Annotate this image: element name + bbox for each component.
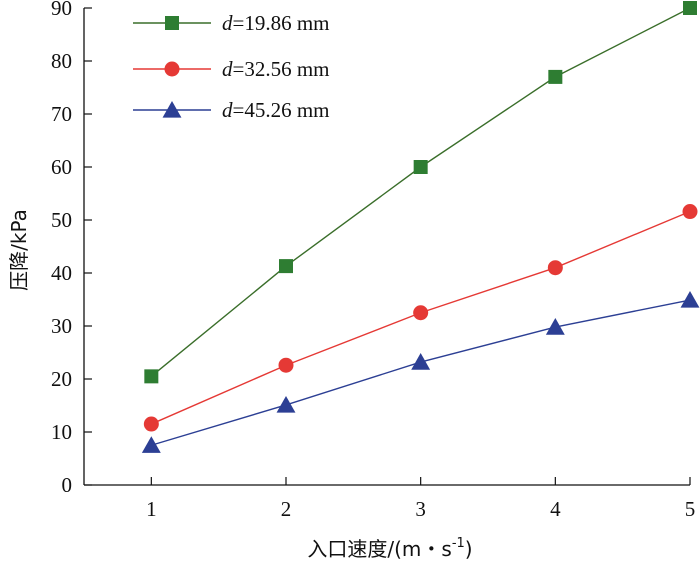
y-tick-label: 20 bbox=[51, 367, 72, 391]
y-axis-title: 压降/kPa bbox=[7, 209, 31, 291]
legend-label-variable: d bbox=[222, 57, 233, 81]
y-tick-label: 50 bbox=[51, 208, 72, 232]
y-tick-label: 30 bbox=[51, 314, 72, 338]
legend-label-value: =19.86 mm bbox=[233, 11, 330, 35]
legend-label-value: =32.56 mm bbox=[233, 57, 330, 81]
series-1 bbox=[144, 1, 697, 384]
data-point bbox=[682, 204, 698, 220]
x-axis-title-superscript: -1 bbox=[452, 536, 465, 551]
x-tick-label: 3 bbox=[415, 497, 426, 521]
series-group bbox=[141, 1, 700, 453]
data-point bbox=[144, 369, 159, 384]
data-point bbox=[143, 416, 159, 432]
data-point bbox=[547, 260, 563, 276]
x-axis-title-suffix: ) bbox=[465, 537, 473, 561]
legend-label: d=19.86 mm bbox=[222, 11, 330, 35]
y-tick-label: 10 bbox=[51, 420, 72, 444]
legend-item: d=45.26 mm bbox=[133, 98, 330, 122]
x-tick-label: 1 bbox=[146, 497, 157, 521]
y-ticks: 0 10 20 30 40 50 60 70 80 90 bbox=[51, 0, 92, 497]
data-point bbox=[411, 353, 431, 370]
data-point bbox=[279, 259, 293, 274]
legend: d=19.86 mmd=32.56 mmd=45.26 mm bbox=[133, 11, 330, 122]
y-tick-label: 60 bbox=[51, 155, 72, 179]
x-tick-label: 2 bbox=[281, 497, 292, 521]
legend-label-variable: d bbox=[222, 98, 233, 122]
legend-marker bbox=[162, 101, 182, 118]
series-3 bbox=[141, 291, 700, 453]
data-point bbox=[413, 160, 428, 174]
y-tick-label: 80 bbox=[51, 49, 72, 73]
x-axis-title-main: 入口速度/(m・s bbox=[307, 537, 451, 561]
y-tick-label: 70 bbox=[51, 102, 72, 126]
y-tick-label: 90 bbox=[51, 0, 72, 20]
y-tick-label: 40 bbox=[51, 261, 72, 285]
legend-label-variable: d bbox=[222, 11, 233, 35]
legend-label: d=45.26 mm bbox=[222, 98, 330, 122]
data-point bbox=[680, 291, 700, 308]
x-ticks: 1 2 3 4 5 bbox=[146, 477, 695, 521]
series-2 bbox=[143, 204, 698, 432]
data-point bbox=[545, 318, 565, 335]
data-point bbox=[548, 69, 563, 84]
series-line bbox=[151, 299, 691, 446]
legend-label: d=32.56 mm bbox=[222, 57, 330, 81]
data-point bbox=[278, 357, 294, 373]
data-point bbox=[276, 395, 296, 413]
x-axis-title: 入口速度/(m・s-1) bbox=[307, 536, 472, 561]
x-tick-label: 5 bbox=[685, 497, 696, 521]
legend-marker bbox=[165, 16, 179, 30]
legend-marker bbox=[164, 61, 180, 77]
legend-item: d=19.86 mm bbox=[133, 11, 330, 35]
x-tick-label: 4 bbox=[550, 497, 561, 521]
y-tick-label: 0 bbox=[62, 473, 73, 497]
legend-label-value: =45.26 mm bbox=[233, 98, 330, 122]
data-point bbox=[683, 1, 697, 15]
axes bbox=[83, 8, 690, 486]
data-point bbox=[141, 436, 161, 453]
legend-item: d=32.56 mm bbox=[133, 57, 330, 81]
data-point bbox=[413, 305, 429, 321]
